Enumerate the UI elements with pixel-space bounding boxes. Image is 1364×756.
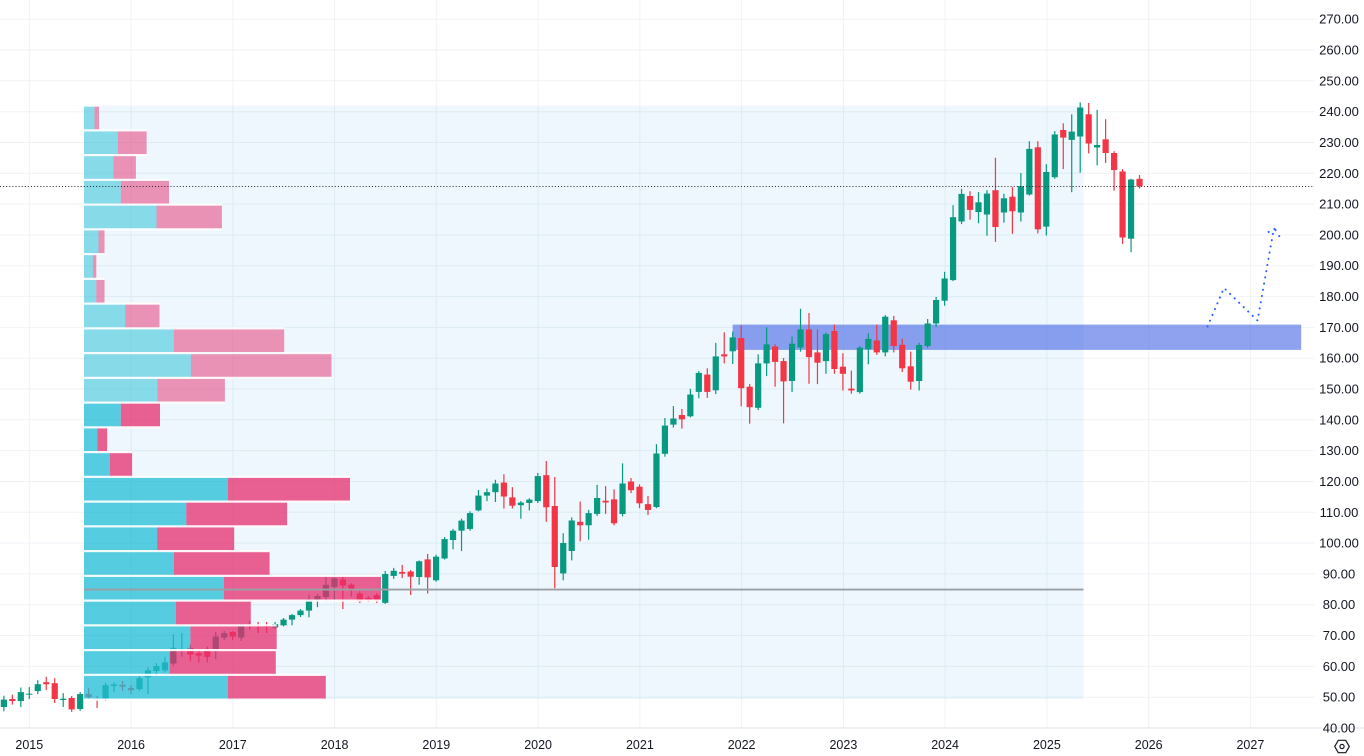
svg-text:2027: 2027 xyxy=(1236,738,1264,752)
svg-text:100.00: 100.00 xyxy=(1319,536,1359,551)
svg-text:230.00: 230.00 xyxy=(1319,135,1359,150)
svg-text:2016: 2016 xyxy=(117,738,145,752)
svg-text:90.00: 90.00 xyxy=(1323,566,1356,581)
svg-text:2018: 2018 xyxy=(321,738,349,752)
svg-text:80.00: 80.00 xyxy=(1323,597,1356,612)
svg-text:2024: 2024 xyxy=(931,738,959,752)
svg-text:2015: 2015 xyxy=(15,738,43,752)
svg-text:160.00: 160.00 xyxy=(1319,351,1359,366)
svg-text:250.00: 250.00 xyxy=(1319,73,1359,88)
svg-text:190.00: 190.00 xyxy=(1319,258,1359,273)
svg-text:130.00: 130.00 xyxy=(1319,443,1359,458)
svg-text:2021: 2021 xyxy=(626,738,654,752)
svg-text:150.00: 150.00 xyxy=(1319,382,1359,397)
svg-text:50.00: 50.00 xyxy=(1323,690,1356,705)
svg-text:260.00: 260.00 xyxy=(1319,43,1359,58)
svg-text:2020: 2020 xyxy=(524,738,552,752)
svg-text:140.00: 140.00 xyxy=(1319,412,1359,427)
svg-text:120.00: 120.00 xyxy=(1319,474,1359,489)
svg-text:210.00: 210.00 xyxy=(1319,197,1359,212)
svg-text:170.00: 170.00 xyxy=(1319,320,1359,335)
svg-text:2019: 2019 xyxy=(422,738,450,752)
svg-text:40.00: 40.00 xyxy=(1323,721,1356,736)
svg-text:2023: 2023 xyxy=(829,738,857,752)
svg-text:270.00: 270.00 xyxy=(1319,12,1359,27)
svg-text:2022: 2022 xyxy=(728,738,756,752)
svg-text:2025: 2025 xyxy=(1033,738,1061,752)
svg-text:110.00: 110.00 xyxy=(1320,505,1359,520)
svg-text:2017: 2017 xyxy=(219,738,247,752)
svg-text:200.00: 200.00 xyxy=(1319,227,1359,242)
svg-text:180.00: 180.00 xyxy=(1319,289,1359,304)
svg-text:60.00: 60.00 xyxy=(1323,659,1356,674)
svg-text:2026: 2026 xyxy=(1135,738,1163,752)
svg-text:70.00: 70.00 xyxy=(1323,628,1356,643)
svg-text:240.00: 240.00 xyxy=(1319,104,1359,119)
svg-text:220.00: 220.00 xyxy=(1319,166,1359,181)
